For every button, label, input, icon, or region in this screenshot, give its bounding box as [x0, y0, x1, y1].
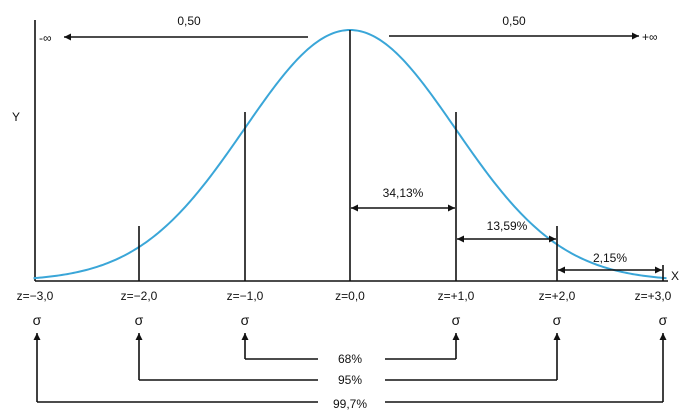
interval-label-1-2: 13,59%	[487, 219, 528, 233]
sigma-label: σ	[135, 312, 144, 328]
sigma-label: σ	[553, 312, 562, 328]
coverage-label-68: 68%	[338, 352, 362, 366]
y-axis-label: Y	[12, 110, 20, 124]
interval-label-0-1: 34,13%	[383, 186, 424, 200]
interval-label-2-3: 2,15%	[593, 251, 627, 265]
sigma-label: σ	[33, 312, 42, 328]
x-axis-label: X	[671, 269, 679, 283]
sigma-label: σ	[659, 312, 668, 328]
right-tail-value: 0,50	[502, 14, 526, 28]
left-tail-value: 0,50	[177, 14, 201, 28]
z-label: z=0,0	[335, 289, 365, 303]
coverage-bracket-99-7	[33, 333, 667, 403]
coverage-bracket-68	[241, 333, 460, 360]
z-label: z=−3,0	[17, 289, 54, 303]
z-label: z=+1,0	[438, 289, 475, 303]
coverage-bracket-95	[135, 333, 561, 381]
z-label: z=−1,0	[227, 289, 264, 303]
z-label: z=+2,0	[539, 289, 576, 303]
coverage-label-99-7: 99,7%	[333, 397, 367, 411]
left-tail-end-label: -∞	[39, 31, 52, 45]
z-label: z=−2,0	[121, 289, 158, 303]
coverage-label-95: 95%	[338, 373, 362, 387]
z-label: z=+3,0	[635, 289, 672, 303]
sigma-label: σ	[241, 312, 250, 328]
right-tail-end-label: +∞	[642, 30, 658, 44]
sigma-label: σ	[452, 312, 461, 328]
